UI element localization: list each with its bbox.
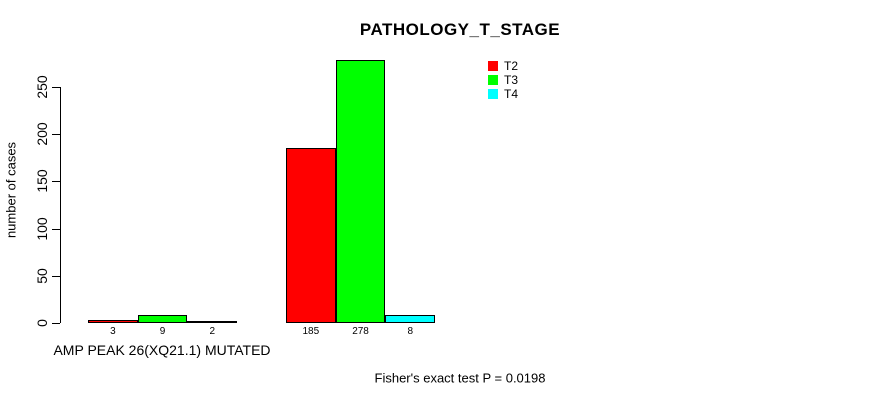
bar-t3-group2: [335, 60, 386, 323]
bar-value-label: 185: [302, 326, 320, 337]
y-tick-label: 50: [34, 268, 50, 284]
bar-t2-group1: [88, 320, 138, 323]
x-axis-group-label: AMP PEAK 26(XQ21.1) MUTATED: [53, 342, 271, 358]
bar-t2-group2: [286, 148, 336, 323]
y-tick-label: 100: [34, 216, 50, 241]
y-tick-label: 250: [34, 75, 50, 99]
legend-item-t2: T2: [488, 59, 519, 73]
y-tick-label: 150: [34, 169, 50, 193]
legend-swatch-t3-icon: [488, 75, 498, 85]
chart-title: PATHOLOGY_T_STAGE: [359, 20, 561, 39]
legend-item-t4: T4: [488, 87, 519, 101]
y-tick-mark: [52, 323, 60, 324]
legend-label-t4: T4: [504, 87, 519, 101]
legend-item-t3: T3: [488, 73, 519, 87]
bar-value-label: 9: [159, 326, 166, 337]
y-tick-label: 0: [34, 319, 50, 327]
bar-t4-group1: [187, 321, 238, 323]
bar-value-label: 8: [407, 326, 414, 337]
footnote: Fisher's exact test P = 0.0198: [374, 370, 546, 386]
y-tick-mark: [52, 228, 60, 230]
legend-label-t2: T2: [504, 59, 519, 73]
y-tick-mark: [52, 86, 60, 88]
bar-t4-group2: [385, 315, 436, 323]
y-axis-title: number of cases: [3, 141, 19, 239]
bar-t3-group1: [137, 314, 188, 323]
y-tick-mark: [52, 181, 60, 183]
legend-swatch-t2-icon: [488, 61, 498, 71]
y-tick-mark: [52, 275, 60, 277]
legend: T2 T3 T4: [488, 59, 519, 101]
bar-value-label: 278: [352, 326, 369, 337]
bar-value-label: 3: [110, 326, 116, 337]
bar-value-label: 2: [209, 326, 216, 337]
y-tick-mark: [52, 134, 60, 135]
y-axis-line: [60, 87, 61, 323]
y-tick-label: 200: [34, 122, 50, 146]
legend-swatch-t4-icon: [488, 89, 498, 99]
legend-label-t3: T3: [504, 73, 519, 87]
